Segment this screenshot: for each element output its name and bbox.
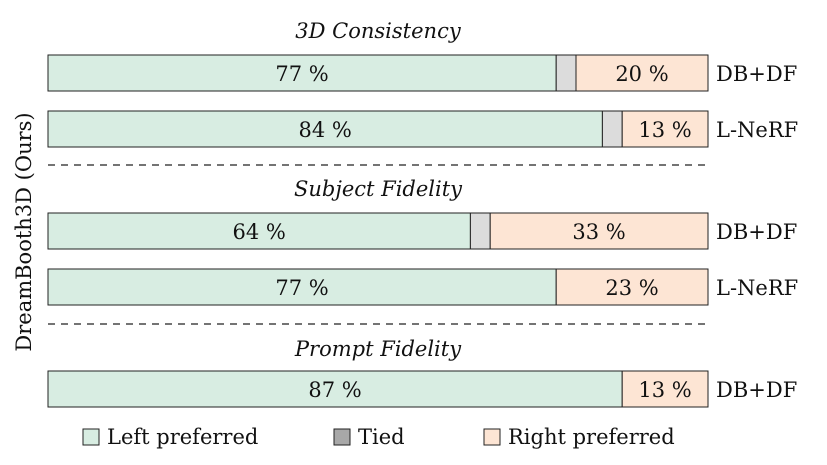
bar-row: 64 % 33 % DB+DF bbox=[47, 212, 797, 250]
value-label-right: 23 % bbox=[605, 276, 658, 300]
bar-segment-right bbox=[555, 268, 709, 306]
value-label-right: 13 % bbox=[638, 118, 691, 142]
bar-segment-right bbox=[621, 110, 709, 148]
value-label-left: 77 % bbox=[275, 276, 328, 300]
bar-segment-left bbox=[47, 110, 603, 148]
bar-row: 87 % 13 % DB+DF bbox=[47, 370, 797, 408]
legend-swatch-right bbox=[483, 428, 501, 446]
legend-swatch-left bbox=[82, 428, 100, 446]
value-label-left: 84 % bbox=[299, 118, 352, 142]
baseline-label: DB+DF bbox=[716, 220, 797, 244]
value-label-left: 87 % bbox=[308, 378, 361, 402]
group-1: Subject Fidelity 64 % 33 % DB+DF 77 % 23 % L-N… bbox=[47, 177, 798, 306]
legend-item-right: Right preferred bbox=[483, 425, 675, 449]
baseline-label: L-NeRF bbox=[716, 118, 798, 142]
legend: Left preferred Tied Right preferred bbox=[82, 425, 675, 449]
baseline-label: DB+DF bbox=[716, 378, 797, 402]
bar-segment-tied bbox=[469, 212, 491, 250]
bar-segment-left bbox=[47, 370, 623, 408]
bar-segment-right bbox=[575, 54, 709, 92]
bar-segment-tied bbox=[555, 54, 577, 92]
value-label-right: 13 % bbox=[638, 378, 691, 402]
value-label-left: 64 % bbox=[233, 220, 286, 244]
y-axis-label: DreamBooth3D (Ours) bbox=[12, 112, 36, 351]
bar-segment-left bbox=[47, 54, 557, 92]
group-2: Prompt Fidelity 87 % 13 % DB+DF bbox=[47, 337, 797, 408]
legend-label-left: Left preferred bbox=[107, 425, 258, 449]
legend-item-tied: Tied bbox=[333, 425, 405, 449]
bar-row: 84 % 13 % L-NeRF bbox=[47, 110, 798, 148]
bar-row: 77 % 20 % DB+DF bbox=[47, 54, 797, 92]
bar-groups: 3D Consistency 77 % 20 % DB+DF 84 % 13 % L-NeR… bbox=[47, 19, 798, 408]
group-title: Prompt Fidelity bbox=[294, 337, 462, 361]
value-label-left: 77 % bbox=[275, 62, 328, 86]
bar-segment-tied bbox=[601, 110, 623, 148]
group-0: 3D Consistency 77 % 20 % DB+DF 84 % 13 % L-NeR… bbox=[47, 19, 798, 148]
baseline-label: DB+DF bbox=[716, 62, 797, 86]
group-title: 3D Consistency bbox=[295, 19, 462, 43]
bar-row: 77 % 23 % L-NeRF bbox=[47, 268, 798, 306]
legend-label-right: Right preferred bbox=[508, 425, 675, 449]
value-label-right: 20 % bbox=[615, 62, 668, 86]
bar-segment-right bbox=[621, 370, 709, 408]
legend-item-left: Left preferred bbox=[82, 425, 258, 449]
baseline-label: L-NeRF bbox=[716, 276, 798, 300]
bar-segment-right bbox=[489, 212, 709, 250]
legend-swatch-tied bbox=[333, 428, 351, 446]
value-label-right: 33 % bbox=[572, 220, 625, 244]
bar-segment-left bbox=[47, 268, 557, 306]
legend-label-tied: Tied bbox=[358, 425, 405, 449]
group-title: Subject Fidelity bbox=[294, 177, 463, 201]
